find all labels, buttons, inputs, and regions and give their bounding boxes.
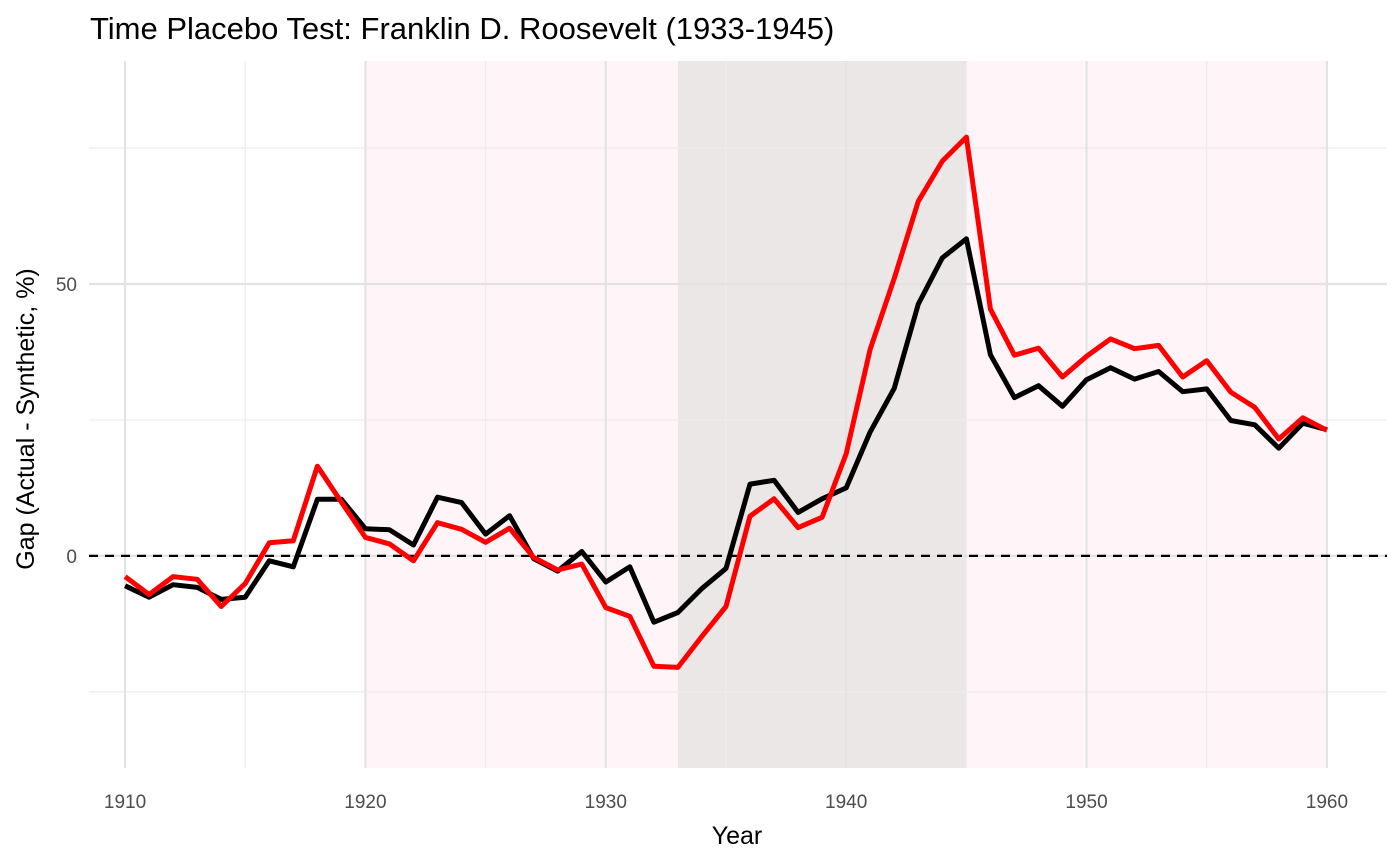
chart-title: Time Placebo Test: Franklin D. Roosevelt… (90, 11, 834, 46)
y-tick-label: 50 (56, 275, 77, 296)
x-tick-label: 1910 (104, 792, 146, 813)
series-line-0 (124, 236, 1328, 625)
x-tick-label: 1950 (1065, 792, 1107, 813)
series-line-1 (123, 134, 1329, 670)
y-tick-label: 0 (66, 547, 77, 568)
x-tick-label: 1960 (1306, 792, 1348, 813)
x-tick-label: 1920 (344, 792, 386, 813)
plot-panel: 1910 1920 1930 1940 1950 1960 0 50 (56, 61, 1387, 813)
shaded-region-1 (677, 61, 967, 768)
y-axis-title: Gap (Actual - Synthetic, %) (12, 268, 40, 570)
x-axis-title: Year (712, 822, 763, 850)
x-tick-label: 1940 (825, 792, 867, 813)
x-tick-label: 1930 (585, 792, 627, 813)
